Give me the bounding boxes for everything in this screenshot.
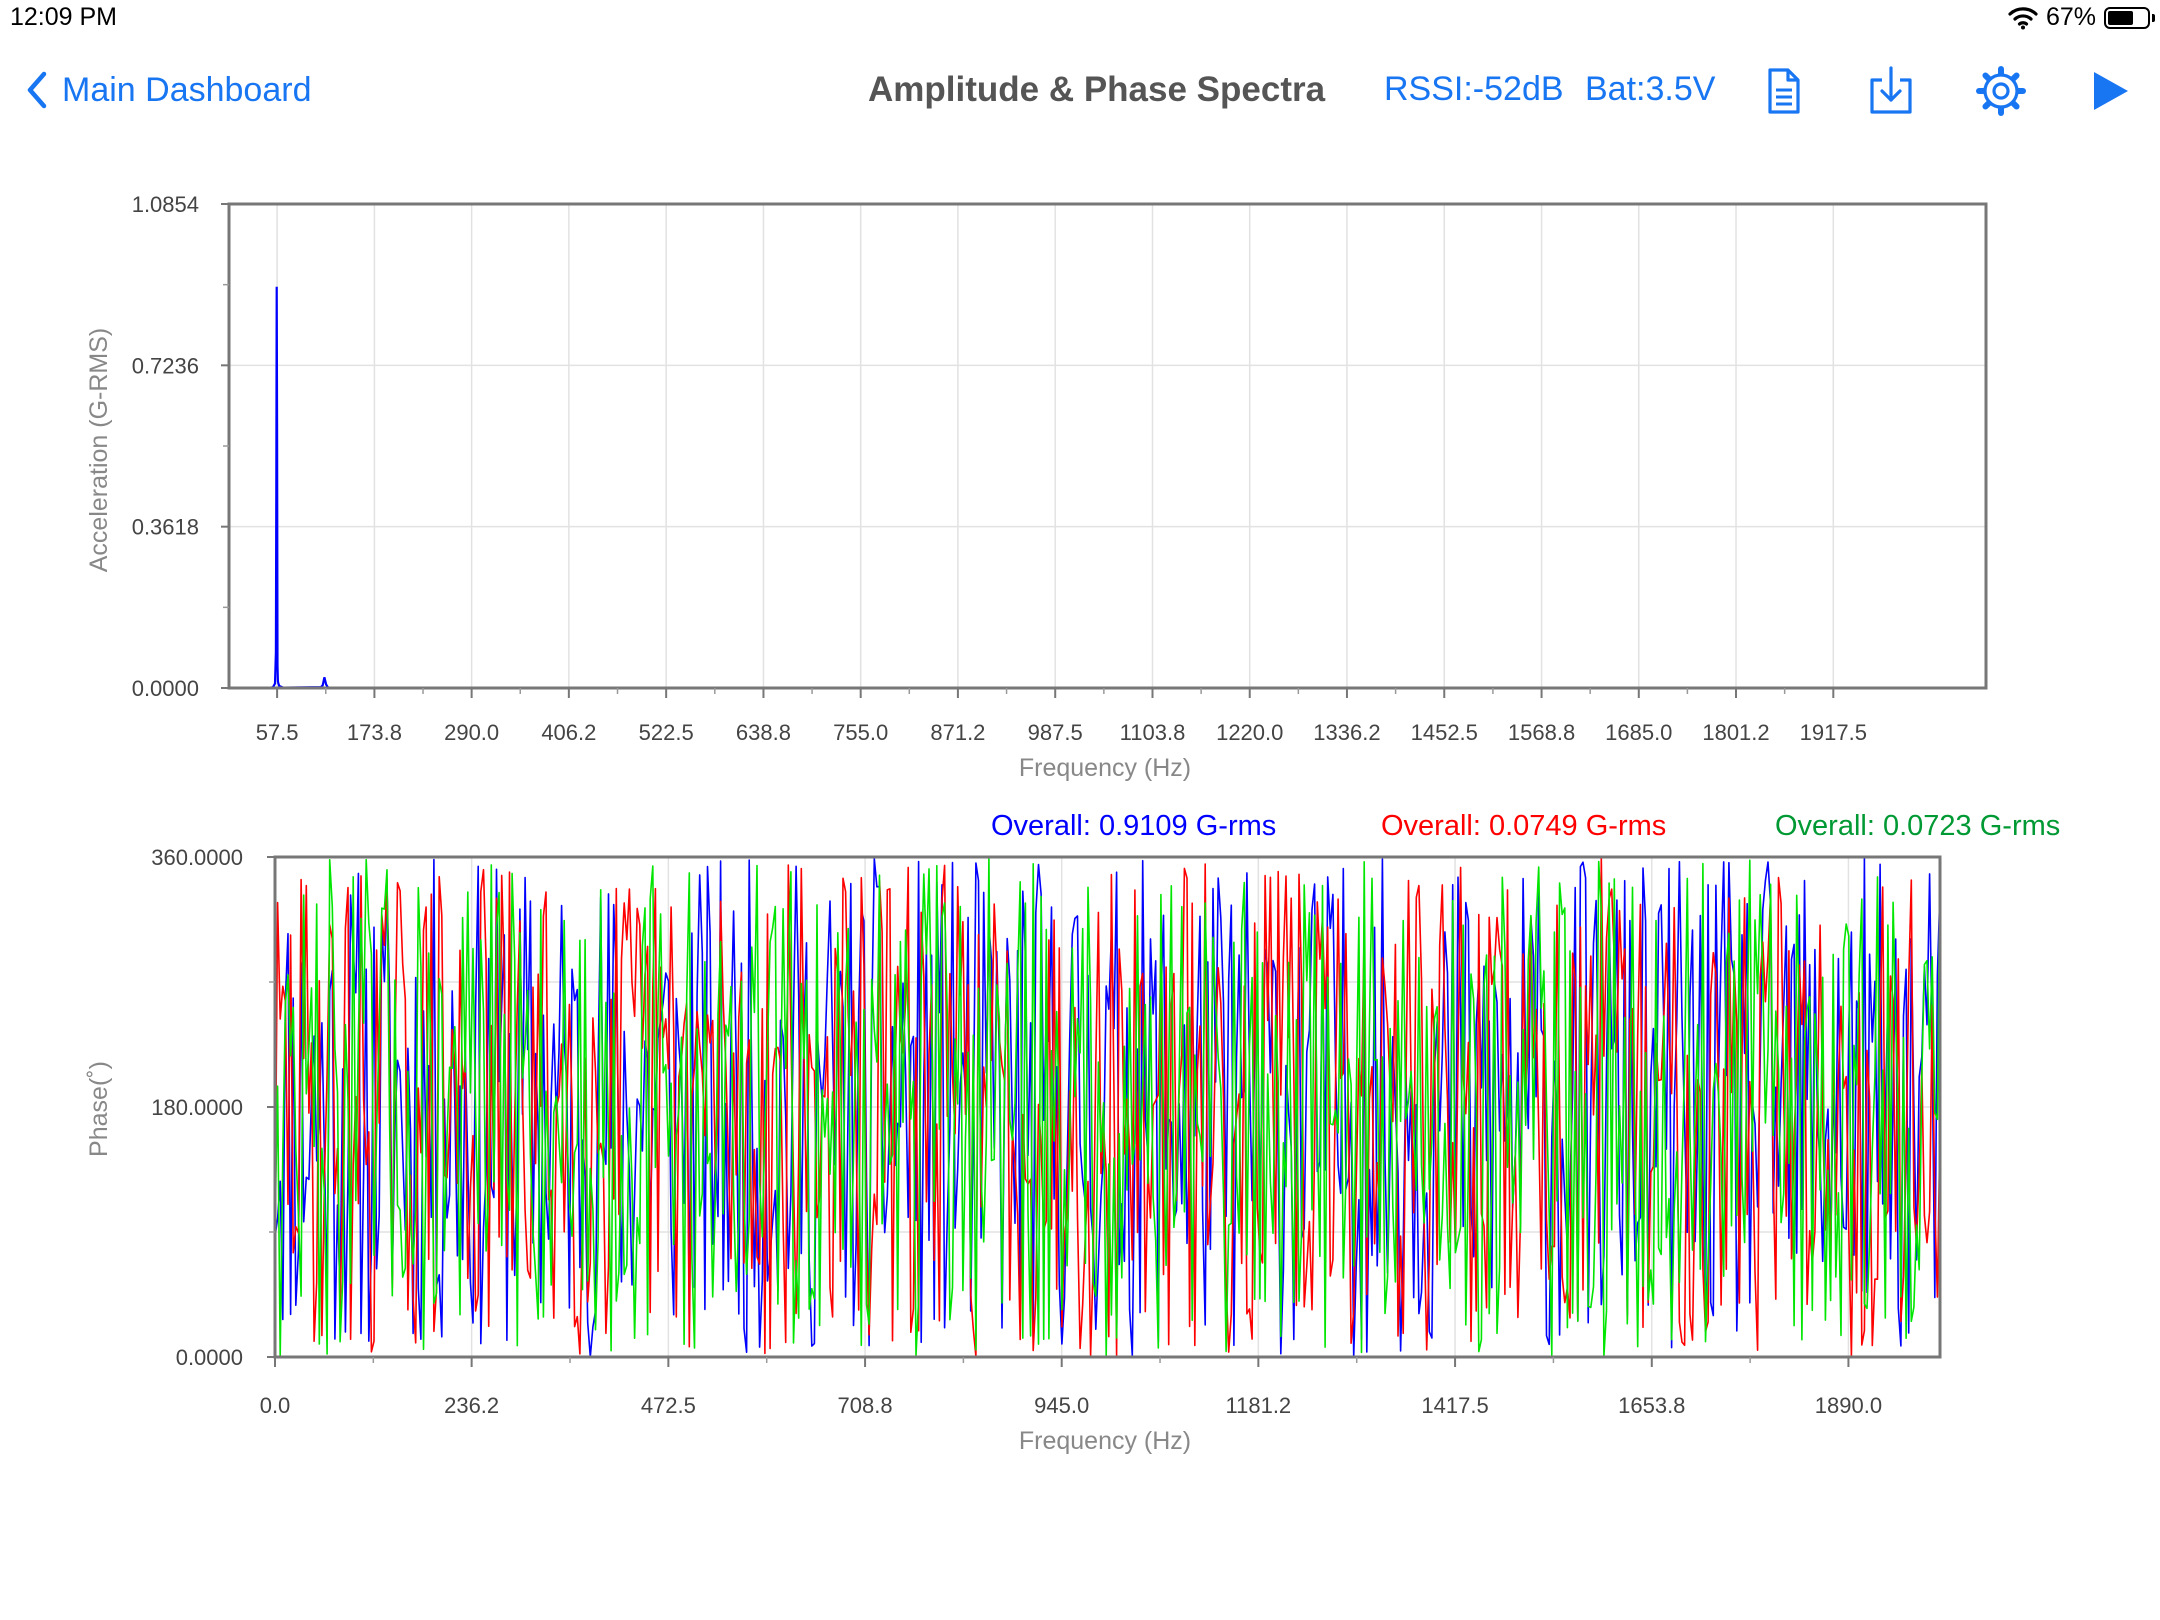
amplitude-x-tick-label: 1917.5 xyxy=(1800,720,1867,745)
amplitude-y-tick-label: 0.7236 xyxy=(132,353,199,378)
phase-x-tick-label: 236.2 xyxy=(444,1393,499,1418)
phase-series-line-2 xyxy=(274,856,1941,1358)
nav-bar: Main Dashboard Amplitude & Phase Spectra… xyxy=(0,50,2160,130)
phase-x-tick-label: 1890.0 xyxy=(1815,1393,1882,1418)
amplitude-plot-frame xyxy=(227,202,1988,690)
amplitude-grid xyxy=(229,203,1986,689)
amplitude-x-tick-label: 173.8 xyxy=(347,720,402,745)
amplitude-x-tick-label: 522.5 xyxy=(639,720,694,745)
back-button[interactable]: Main Dashboard xyxy=(22,68,311,112)
amplitude-y-tick-label: 0.0000 xyxy=(132,676,199,701)
battery-icon xyxy=(2104,6,2155,29)
amplitude-x-tick-label: 290.0 xyxy=(444,720,499,745)
overall-legend-green: Overall: 0.0723 G-rms xyxy=(1775,810,2061,842)
battery-level-fill xyxy=(2108,10,2134,25)
rssi-readout: RSSI:-52dB xyxy=(1384,70,1564,108)
amplitude-x-tick-label: 1685.0 xyxy=(1605,720,1672,745)
amplitude-x-tick-label: 1568.8 xyxy=(1508,720,1575,745)
battery-percent: 67% xyxy=(2045,3,2096,31)
amplitude-series xyxy=(270,286,1903,690)
amplitude-y-axis-label: Acceleration (G-RMS) xyxy=(85,328,113,573)
phase-x-tick-label: 945.0 xyxy=(1034,1393,1089,1418)
amplitude-y-tick-label: 1.0854 xyxy=(132,192,199,217)
status-time: 12:09 PM xyxy=(10,3,118,31)
amplitude-x-tick-label: 1336.2 xyxy=(1313,720,1380,745)
amplitude-x-tick-label: 755.0 xyxy=(833,720,888,745)
phase-x-tick-label: 0.0 xyxy=(260,1393,291,1418)
phase-x-tick-label: 472.5 xyxy=(641,1393,696,1418)
phase-x-tick-label: 1181.2 xyxy=(1226,1393,1292,1418)
play-icon[interactable] xyxy=(2080,62,2138,120)
amplitude-x-tick-label: 1452.5 xyxy=(1411,720,1478,745)
phase-x-tick-label: 1653.8 xyxy=(1618,1393,1685,1418)
amplitude-x-tick-label: 871.2 xyxy=(930,720,985,745)
amplitude-x-axis-label: Frequency (Hz) xyxy=(1019,754,1191,782)
phase-x-ticks: 0.0 236.2 472.5 708.8 945.0 1181.2 1417.5 1653.… xyxy=(260,1357,1882,1418)
phase-chart: 0.0000 180.0000 360.0000 0.0 236.2 472.5 708.… xyxy=(85,845,1942,1455)
amplitude-x-tick-label: 57.5 xyxy=(256,720,299,745)
back-label: Main Dashboard xyxy=(62,70,312,109)
phase-y-axis-label: Phase(˚) xyxy=(85,1061,113,1157)
amplitude-x-tick-label: 987.5 xyxy=(1028,720,1083,745)
amplitude-x-tick-label: 1801.2 xyxy=(1702,720,1769,745)
phase-y-tick-label: 180.0000 xyxy=(151,1095,243,1120)
battery-voltage-readout: Bat:3.5V xyxy=(1585,70,1716,108)
phase-y-tick-label: 360.0000 xyxy=(151,845,243,870)
phase-y-tick-label: 0.0000 xyxy=(176,1345,243,1370)
phase-x-tick-label: 708.8 xyxy=(838,1393,893,1418)
overall-legend-red: Overall: 0.0749 G-rms xyxy=(1381,810,1667,842)
phase-y-ticks: 0.0000 180.0000 360.0000 xyxy=(151,845,275,1370)
overall-legend-blue: Overall: 0.9109 G-rms xyxy=(991,810,1277,842)
phase-series xyxy=(274,856,1941,1358)
wifi-icon xyxy=(2008,6,2038,29)
amplitude-x-tick-label: 1103.8 xyxy=(1120,720,1186,745)
document-icon[interactable] xyxy=(1754,62,1812,120)
page-title: Amplitude & Phase Spectra xyxy=(868,70,1326,109)
status-right: 67% xyxy=(2008,3,2155,32)
amplitude-x-tick-label: 638.8 xyxy=(736,720,791,745)
amplitude-x-ticks: 57.5 173.8 290.0 406.2 522.5 638.8 755.0 871.2 9… xyxy=(256,688,1867,745)
phase-series-line-0 xyxy=(274,856,1941,1358)
amplitude-x-tick-label: 406.2 xyxy=(541,720,596,745)
amplitude-y-ticks: 0.0000 0.3618 0.7236 1.0854 xyxy=(132,192,229,701)
amplitude-chart: 0.0000 0.3618 0.7236 1.0854 57.5 173.8 290.0 4… xyxy=(85,192,1988,782)
amplitude-y-tick-label: 0.3618 xyxy=(132,515,199,540)
amplitude-series-line-0 xyxy=(270,286,1903,690)
download-icon[interactable] xyxy=(1862,62,1920,120)
phase-x-tick-label: 1417.5 xyxy=(1421,1393,1488,1418)
gear-icon[interactable] xyxy=(1972,62,2030,120)
amplitude-x-tick-label: 1220.0 xyxy=(1216,720,1283,745)
status-bar: 12:09 PM 67% xyxy=(0,0,2160,40)
phase-x-axis-label: Frequency (Hz) xyxy=(1019,1427,1191,1455)
chevron-left-icon xyxy=(27,71,47,109)
